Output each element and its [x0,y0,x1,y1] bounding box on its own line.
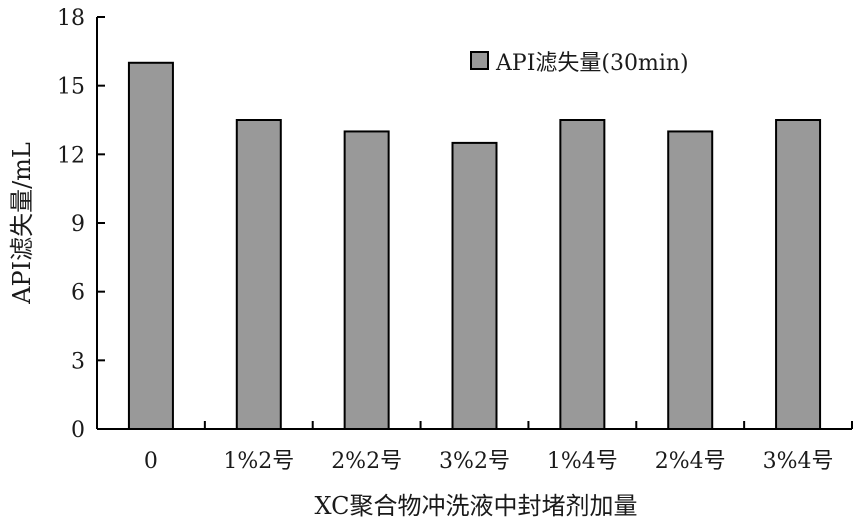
bar-7 [775,119,822,430]
legend-label: API滤失量(30min) [495,51,689,76]
bar-3 [343,130,390,430]
bar-5 [559,119,606,430]
legend-swatch [470,51,489,70]
bar-1 [127,61,174,431]
bar-4 [451,141,498,430]
y-ticks-group: 0 3 6 9 12 15 18 [57,6,105,443]
y-axis-title: API滤失量/mL [8,142,36,305]
x-tick-label: 1%2号 [223,449,294,474]
x-ticks-group: 0 1%2号 2%2号 3%2号 1%4号 2%4号 3%4号 [96,421,853,474]
y-tick-label: 9 [71,212,85,237]
x-axis-title: XC聚合物冲洗液中封堵剂加量 [314,492,637,520]
y-tick-label: 18 [57,6,85,31]
legend: API滤失量(30min) [470,51,689,76]
y-tick-label: 15 [57,75,85,100]
y-tick-label: 6 [71,281,85,306]
y-tick-label: 3 [71,349,85,374]
x-tick-label: 3%4号 [763,449,834,474]
x-tick-label: 0 [144,449,158,474]
y-tick-label: 12 [57,143,85,168]
x-tick-label: 3%2号 [439,449,510,474]
bars-group [127,61,822,431]
x-tick-label: 2%2号 [331,449,402,474]
bar-6 [667,130,714,430]
bar-2 [235,119,282,430]
x-tick-label: 1%4号 [547,449,618,474]
x-tick-label: 2%4号 [655,449,726,474]
y-tick-label: 0 [71,418,85,443]
